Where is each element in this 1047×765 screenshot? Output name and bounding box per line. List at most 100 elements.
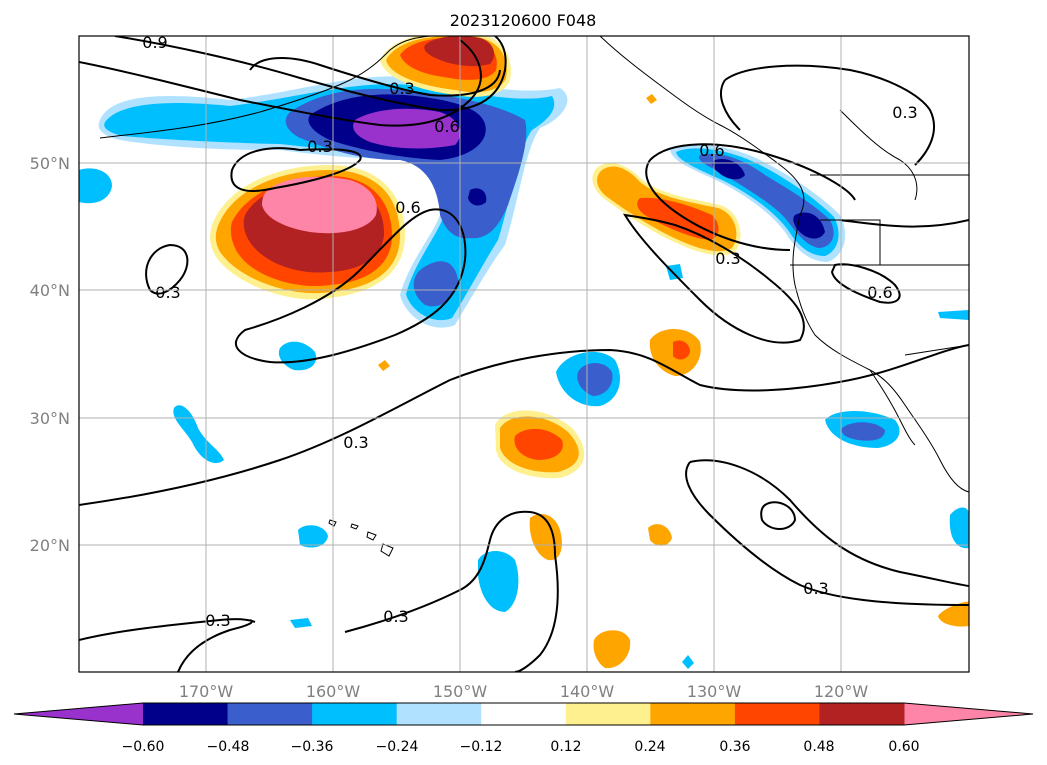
lat-label: 50°N (30, 154, 70, 173)
contour-label: 0.3 (715, 249, 740, 268)
positive-anomaly-central-pink (262, 176, 377, 234)
colorbar-segment (312, 703, 398, 725)
lon-label: 160°W (306, 682, 361, 701)
negative-anomaly-small-9 (290, 618, 312, 628)
baja-coastline (869, 369, 916, 446)
alaska-panhandle-coastline (599, 36, 805, 216)
contour-label: 0.6 (395, 198, 420, 217)
contour-0.3-northeast (720, 64, 935, 166)
colorbar-segment (565, 703, 651, 725)
lon-label: 170°W (179, 682, 234, 701)
contour-0.3-east (689, 459, 969, 587)
positive-anomaly-small-1-core (673, 340, 690, 360)
map-title: 2023120600 F048 (450, 11, 597, 30)
negative-anomaly-small-7 (666, 264, 683, 280)
contour-label: 0.3 (205, 611, 230, 630)
positive-anomaly-tiny-2 (646, 94, 657, 104)
colorbar-segment (227, 703, 313, 725)
positive-anomaly-south-red (514, 428, 563, 460)
negative-anomaly-coast-navy (712, 158, 825, 239)
contour-0.3-big (79, 344, 969, 506)
lat-label: 30°N (30, 409, 70, 428)
negative-anomaly-north-purple (353, 108, 460, 149)
contour-label: 0.3 (307, 137, 332, 156)
contour-label: 0.3 (389, 79, 414, 98)
positive-anomaly-small-3 (648, 524, 672, 546)
contour-label: 0.9 (142, 33, 167, 52)
colorbar-segment (819, 703, 905, 725)
us-west-coastline (792, 214, 969, 493)
negative-anomaly-small-1-core (577, 363, 613, 396)
colorbar-segments (143, 703, 905, 725)
contour-0.3-southwest (344, 510, 559, 672)
bc-border (839, 109, 918, 201)
contour-label: 0.3 (892, 103, 917, 122)
colorbar-left-arrow (14, 703, 143, 725)
colorbar-tick: 0.36 (719, 739, 750, 755)
hawaii-islands (328, 519, 394, 557)
contour-0.3-nw (622, 213, 805, 344)
negative-anomaly-small-8 (682, 655, 694, 669)
contour-label: 0.3 (343, 433, 368, 452)
map-border (78, 35, 970, 673)
colorbar-ticks: −0.60 −0.48 −0.36 −0.24 −0.12 0.12 0.24 … (122, 739, 920, 755)
colorbar-segment (650, 703, 736, 725)
colorbar-tick: −0.48 (207, 739, 250, 755)
colorbar-tick: 0.24 (634, 739, 665, 755)
lon-label: 130°W (687, 682, 742, 701)
contour-label: 0.6 (867, 283, 892, 302)
positive-anomaly-small-2 (593, 630, 631, 669)
contour-0.6-central (234, 208, 467, 364)
contour-labels: 0.9 0.6 0.3 0.6 0.3 0.3 0.6 0.3 0.6 0.3 … (142, 33, 917, 630)
contour-label: 0.6 (699, 141, 724, 160)
lon-label: 120°W (814, 682, 869, 701)
contour-label: 0.3 (803, 579, 828, 598)
colorbar-tick: −0.60 (122, 739, 165, 755)
positive-anomaly-small-4 (938, 601, 969, 627)
negative-anomaly-east-core (841, 422, 885, 441)
colorbar-segment (143, 703, 229, 725)
colorbar-segment (481, 703, 567, 725)
contour-0.6-east (830, 263, 901, 304)
contour-0.6-nw (645, 143, 856, 251)
contour-0.3-south-2 (177, 619, 253, 672)
contour-layer (79, 36, 969, 672)
colorbar-right-arrow (904, 703, 1033, 725)
filled-anomaly-layer (79, 36, 969, 669)
contour-0.9 (79, 39, 482, 127)
latitude-labels: 50°N 40°N 30°N 20°N (30, 154, 70, 555)
negative-anomaly-west-edge (79, 168, 112, 204)
negative-anomaly-small-5 (949, 507, 969, 549)
lat-label: 40°N (30, 281, 70, 300)
negative-anomaly-small-6 (938, 310, 969, 320)
coastline-layer (99, 36, 969, 557)
lon-label: 150°W (433, 682, 488, 701)
contour-0.3-north (249, 57, 501, 97)
lat-label: 20°N (30, 536, 70, 555)
contour-label: 0.6 (434, 117, 459, 136)
colorbar-tick: −0.36 (291, 739, 334, 755)
positive-anomaly-tiny (378, 360, 390, 371)
colorbar-tick: 0.12 (550, 739, 581, 755)
positive-anomaly-nw-red (637, 197, 719, 240)
colorbar-segment (396, 703, 482, 725)
contour-label: 0.3 (155, 283, 180, 302)
colorbar-tick: −0.12 (460, 739, 503, 755)
contour-0.3-east-2 (685, 461, 969, 606)
contour-label: 0.3 (383, 607, 408, 626)
contour-0.3-south (79, 618, 256, 641)
negative-anomaly-small-3 (298, 525, 328, 548)
colorbar-outline (13, 702, 1034, 726)
lon-label: 140°W (560, 682, 615, 701)
contour-0.3-small (145, 243, 189, 295)
contour-0.6-north (114, 36, 507, 112)
negative-anomaly-small-4 (173, 405, 224, 464)
longitude-labels: 170°W 160°W 150°W 140°W 130°W 120°W (179, 682, 869, 701)
colorbar-tick: 0.60 (888, 739, 919, 755)
colorbar: −0.60 −0.48 −0.36 −0.24 −0.12 0.12 0.24 … (13, 702, 1034, 755)
colorbar-segment (734, 703, 820, 725)
contour-0.9-east (839, 219, 969, 228)
contour-0.3-central (230, 147, 362, 192)
negative-anomaly-southwest (478, 551, 519, 612)
